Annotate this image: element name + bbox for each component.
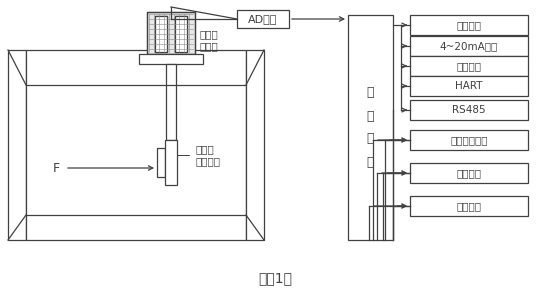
Bar (348, 15, 393, 240)
Bar (165, 140, 177, 185)
Text: 脉冲输出: 脉冲输出 (456, 61, 481, 71)
Bar (8, 50, 26, 240)
Text: HART: HART (455, 81, 483, 91)
Text: 温度采集: 温度采集 (456, 201, 481, 211)
Bar (410, 100, 528, 120)
Text: 阻流件
（靶片）: 阻流件 （靶片） (177, 144, 220, 166)
Text: 液晶显示: 液晶显示 (456, 20, 481, 30)
Bar (175, 16, 187, 52)
Bar (410, 130, 528, 150)
Text: AD转换: AD转换 (248, 14, 278, 24)
Bar (157, 148, 165, 177)
Bar (410, 163, 528, 183)
Bar (139, 54, 203, 64)
Text: 4~20mA输出: 4~20mA输出 (440, 41, 498, 51)
Bar (147, 12, 195, 54)
Bar (147, 12, 195, 54)
Bar (410, 56, 528, 76)
Bar (410, 196, 528, 216)
Text: F: F (53, 162, 60, 175)
Text: 微
处
理
器: 微 处 理 器 (367, 86, 374, 168)
Bar (410, 76, 528, 96)
Bar (155, 16, 167, 52)
Bar (155, 16, 167, 52)
Text: RS485: RS485 (452, 105, 486, 115)
Bar (410, 36, 528, 56)
Bar (237, 10, 289, 28)
Text: 双电容
传感器: 双电容 传感器 (195, 29, 219, 51)
Text: 压力采集: 压力采集 (456, 168, 481, 178)
Bar (26, 50, 246, 240)
Bar (175, 16, 187, 52)
Text: （图1）: （图1） (258, 271, 292, 285)
Bar (410, 15, 528, 35)
Bar (166, 64, 176, 140)
Bar (246, 50, 264, 240)
Text: 红外置零开关: 红外置零开关 (450, 135, 488, 145)
